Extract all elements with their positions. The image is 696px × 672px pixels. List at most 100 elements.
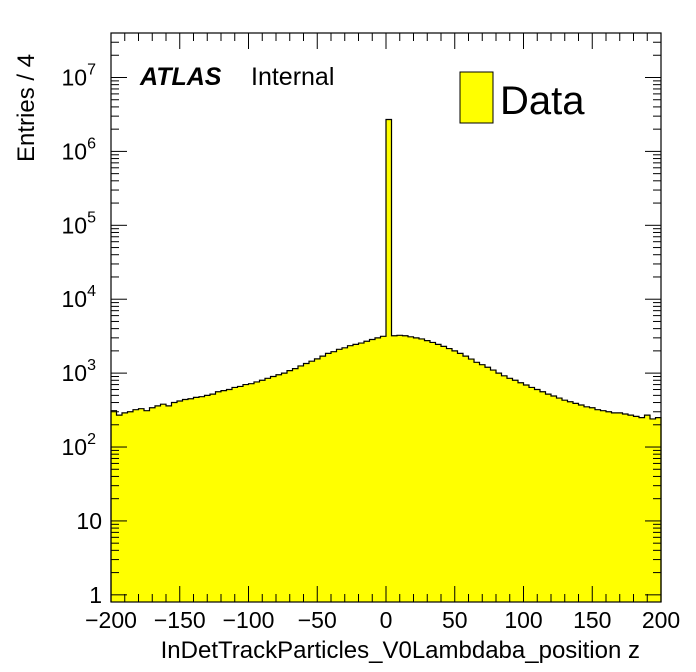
- legend-label-data: Data: [500, 79, 585, 123]
- x-tick-label: 200: [642, 607, 680, 633]
- histogram-bin: [144, 410, 151, 602]
- histogram-bin: [391, 335, 398, 602]
- histogram-bin: [512, 380, 519, 602]
- histogram-bin: [210, 394, 217, 602]
- histogram-bin: [468, 359, 475, 602]
- histogram-bin: [545, 394, 552, 602]
- histogram-bin: [606, 411, 613, 602]
- y-axis-title: Entries / 4: [13, 54, 40, 162]
- x-tick-label: 100: [504, 607, 542, 633]
- histogram-bin: [188, 398, 195, 602]
- histogram-bin: [386, 119, 393, 603]
- atlas-internal-label: Internal: [251, 63, 334, 91]
- histogram-bin: [166, 405, 173, 602]
- histogram-bin: [320, 356, 327, 602]
- histogram-bin: [369, 339, 376, 602]
- histogram-bin: [237, 386, 244, 602]
- histogram-bin: [441, 346, 448, 602]
- histogram-bin: [611, 412, 618, 602]
- histogram-bin: [540, 391, 547, 602]
- histogram-bin: [573, 403, 580, 602]
- histogram-bin: [479, 364, 486, 602]
- histogram-bin: [342, 347, 349, 602]
- histogram-bin: [589, 407, 596, 602]
- y-tick-label: 102: [62, 431, 97, 460]
- x-tick-label: 150: [573, 607, 611, 633]
- histogram-bin: [534, 389, 541, 602]
- histogram-bin: [232, 387, 239, 602]
- histogram-bin: [562, 400, 569, 602]
- x-tick-label: −200: [85, 607, 137, 633]
- x-tick-label: −100: [223, 607, 275, 633]
- histogram-bin: [127, 411, 134, 602]
- histogram-bin: [287, 370, 294, 602]
- histogram-bin: [215, 391, 222, 602]
- histogram-bin: [182, 399, 189, 602]
- y-tick-label: 1: [89, 582, 102, 608]
- histogram-bin: [397, 335, 404, 602]
- histogram-bin: [375, 337, 382, 602]
- legend-swatch-data: [459, 71, 494, 124]
- histogram-bin: [518, 382, 525, 602]
- histogram-bin: [177, 400, 184, 602]
- histogram-bin: [353, 344, 360, 602]
- x-tick-label: 0: [380, 607, 393, 633]
- histogram-bin: [221, 390, 228, 602]
- x-tick-labels: −200 −150 −100 −50 0 50 100 150 200: [85, 607, 680, 633]
- histogram-bin: [633, 416, 640, 602]
- histogram-bin: [567, 401, 574, 602]
- histogram-bin: [413, 337, 420, 602]
- histogram-bin: [452, 350, 459, 602]
- histogram-bin: [358, 343, 365, 602]
- histogram-bin: [507, 378, 514, 602]
- histogram-bin: [155, 405, 162, 602]
- histogram-bin: [430, 342, 437, 602]
- histogram-bin: [408, 336, 415, 602]
- histogram-bin: [600, 410, 607, 602]
- histogram-bin: [149, 407, 156, 602]
- histogram-bin: [226, 389, 233, 602]
- histogram-bin: [424, 340, 431, 602]
- histogram-bin: [259, 380, 266, 602]
- histogram-bin: [457, 353, 464, 602]
- y-tick-label: 10: [76, 508, 102, 534]
- histogram-bin: [325, 353, 332, 602]
- histogram-bin: [655, 417, 662, 602]
- histogram-bin: [160, 404, 167, 602]
- histogram-bin: [490, 370, 497, 602]
- histogram-bin: [265, 378, 272, 602]
- histogram-bin: [617, 412, 624, 602]
- histogram-bin: [309, 361, 316, 602]
- histogram-bin: [281, 373, 288, 602]
- histogram-bin: [111, 410, 118, 602]
- histogram-bin: [501, 375, 508, 602]
- histogram-bars: [111, 119, 662, 603]
- histogram-bin: [347, 345, 354, 602]
- histogram-bin: [496, 373, 503, 602]
- histogram-bin: [336, 349, 343, 602]
- histogram-bin: [644, 415, 651, 602]
- x-tick-label: −150: [154, 607, 206, 633]
- histogram-bin: [474, 362, 481, 602]
- histogram-bin: [314, 358, 321, 602]
- histogram-bin: [402, 335, 409, 602]
- y-tick-label: 107: [62, 61, 97, 90]
- histogram-bin: [639, 417, 646, 602]
- histogram-bin: [331, 351, 338, 602]
- x-axis-title: InDetTrackParticles_V0Lambdaba_position …: [161, 637, 640, 664]
- histogram-bin: [523, 385, 530, 602]
- histogram-bin: [133, 409, 140, 602]
- histogram-bin: [276, 374, 283, 602]
- y-tick-labels: 1 10 102 103 104 105 106 107: [62, 61, 103, 607]
- histogram-bin: [254, 381, 261, 602]
- histogram-bin: [204, 395, 211, 602]
- y-tick-label: 103: [62, 357, 97, 386]
- histogram-bin: [292, 368, 299, 602]
- histogram-bin: [303, 363, 310, 602]
- x-tick-label: −50: [298, 607, 337, 633]
- histogram-bin: [364, 341, 371, 602]
- histogram-bin: [595, 409, 602, 602]
- histogram-bin: [199, 396, 206, 602]
- histogram-bin: [485, 367, 492, 602]
